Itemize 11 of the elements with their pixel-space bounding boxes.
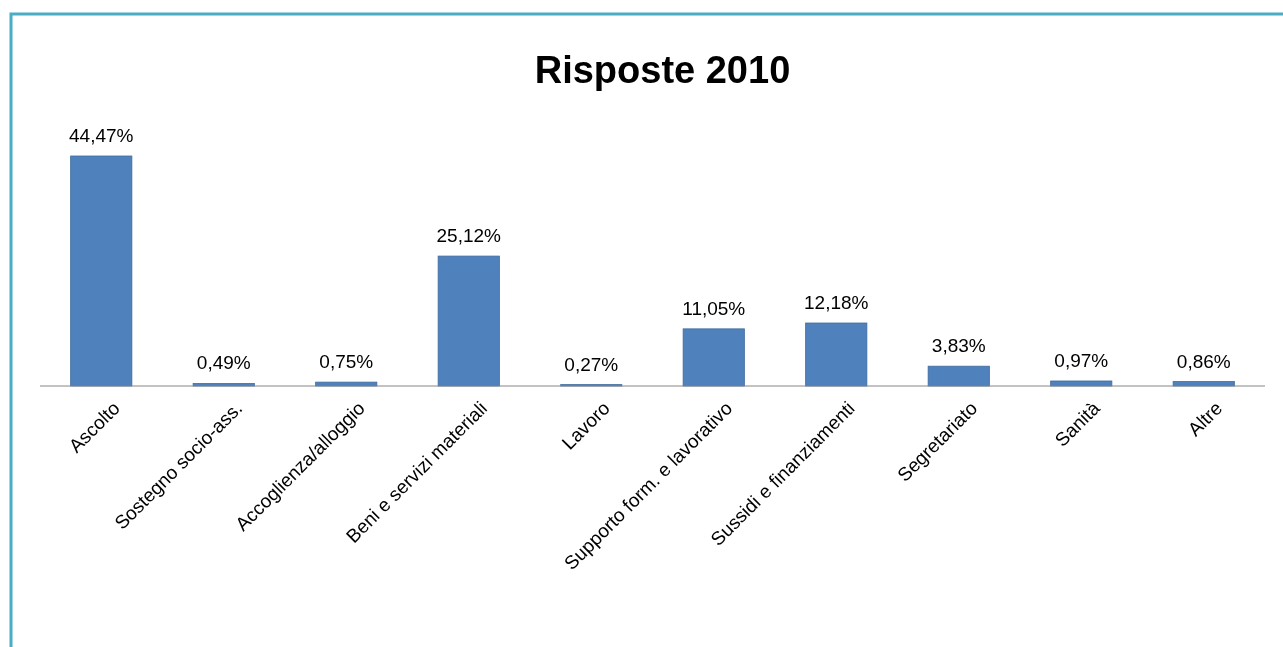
data-label: 0,97% (1054, 349, 1109, 371)
data-label: 0,27% (564, 353, 619, 375)
chart-title: Risposte 2010 (534, 49, 791, 91)
data-label: 25,12% (436, 225, 502, 247)
data-label: 11,05% (682, 297, 746, 319)
data-label: 0,49% (196, 352, 251, 374)
data-label: 12,18% (804, 292, 869, 313)
data-label: 0,86% (1176, 350, 1231, 372)
data-label: 44,47% (69, 125, 134, 146)
data-label: 0,75% (319, 351, 374, 373)
data-label: 3,83% (931, 335, 986, 357)
